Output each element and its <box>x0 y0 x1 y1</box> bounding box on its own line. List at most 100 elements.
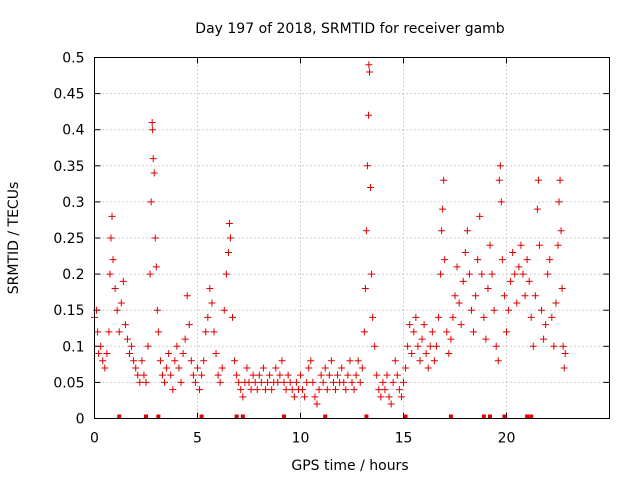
x-axis-label: GPS time / hours <box>291 458 408 474</box>
data-point <box>297 371 304 379</box>
data-point <box>371 342 379 350</box>
data-point <box>183 292 191 300</box>
data-point <box>497 198 505 206</box>
data-point <box>255 371 263 379</box>
data-point <box>142 378 150 386</box>
data-point <box>191 378 199 386</box>
data-point <box>257 378 265 386</box>
data-point <box>461 248 469 256</box>
data-point <box>426 342 434 350</box>
data-point <box>548 313 556 321</box>
baseline-marker <box>525 414 530 419</box>
data-point <box>379 378 387 386</box>
data-point <box>239 393 247 401</box>
data-point <box>476 212 484 220</box>
data-point <box>225 220 233 228</box>
data-point <box>303 378 311 386</box>
data-point <box>327 357 335 365</box>
data-point <box>220 306 228 314</box>
data-point <box>340 378 348 386</box>
data-point <box>167 371 175 379</box>
data-point <box>231 357 239 365</box>
data-point <box>363 162 371 170</box>
x-tick-label: 0 <box>90 431 99 447</box>
data-point <box>559 342 567 350</box>
data-point <box>474 256 482 264</box>
baseline-markers <box>117 414 534 419</box>
data-point <box>140 371 148 379</box>
data-point <box>467 306 475 314</box>
data-point <box>121 321 129 329</box>
data-point <box>113 306 121 314</box>
data-point <box>259 364 267 372</box>
data-point <box>546 256 554 264</box>
data-point <box>424 364 432 372</box>
data-point <box>173 342 181 350</box>
data-point <box>356 378 364 386</box>
data-point <box>101 364 109 372</box>
data-point <box>389 378 397 386</box>
data-point <box>105 328 113 336</box>
data-point <box>323 386 331 394</box>
data-point <box>158 371 166 379</box>
data-point <box>266 371 274 379</box>
data-point <box>369 313 377 321</box>
data-point <box>111 285 119 293</box>
data-point <box>561 350 569 358</box>
data-point <box>367 183 375 191</box>
baseline-marker <box>448 414 453 419</box>
data-point <box>556 176 564 184</box>
y-tick-label: 0.4 <box>62 123 84 139</box>
data-point <box>119 277 127 285</box>
data-point <box>99 357 107 365</box>
data-point <box>290 393 298 401</box>
data-point <box>395 386 403 394</box>
data-point <box>214 371 222 379</box>
data-point <box>453 263 461 271</box>
data-point <box>144 342 152 350</box>
data-point <box>237 386 245 394</box>
data-point <box>457 321 465 329</box>
data-point <box>202 328 210 336</box>
data-point <box>470 328 478 336</box>
data-point <box>272 364 280 372</box>
data-point <box>136 378 144 386</box>
data-point <box>365 61 373 69</box>
data-point <box>358 364 366 372</box>
data-point <box>325 371 333 379</box>
data-point <box>449 313 457 321</box>
data-point <box>492 342 500 350</box>
data-point <box>187 357 195 365</box>
y-tick-label: 0.1 <box>62 339 84 355</box>
data-point <box>513 299 521 307</box>
data-point <box>482 335 490 343</box>
data-point <box>194 364 201 372</box>
data-point <box>317 371 325 379</box>
data-point <box>224 248 232 256</box>
data-point <box>206 285 214 293</box>
data-point <box>440 176 448 184</box>
data-point <box>414 342 422 350</box>
data-point <box>552 299 560 307</box>
data-point <box>305 364 313 372</box>
data-point <box>243 364 251 372</box>
data-point <box>557 227 565 235</box>
data-point <box>163 364 171 372</box>
data-point <box>397 393 405 401</box>
data-point <box>439 205 447 213</box>
baseline-marker <box>481 414 486 419</box>
data-point <box>334 371 342 379</box>
data-point <box>313 400 321 408</box>
data-point <box>307 357 315 365</box>
data-point <box>373 371 381 379</box>
baseline-marker <box>234 414 239 419</box>
data-point <box>523 256 531 264</box>
y-tick-label: 0.45 <box>53 87 84 103</box>
data-point <box>486 241 494 249</box>
baseline-marker <box>156 414 161 419</box>
data-point <box>311 393 319 401</box>
data-point <box>123 335 131 343</box>
data-point <box>435 313 443 321</box>
data-point <box>126 350 134 358</box>
